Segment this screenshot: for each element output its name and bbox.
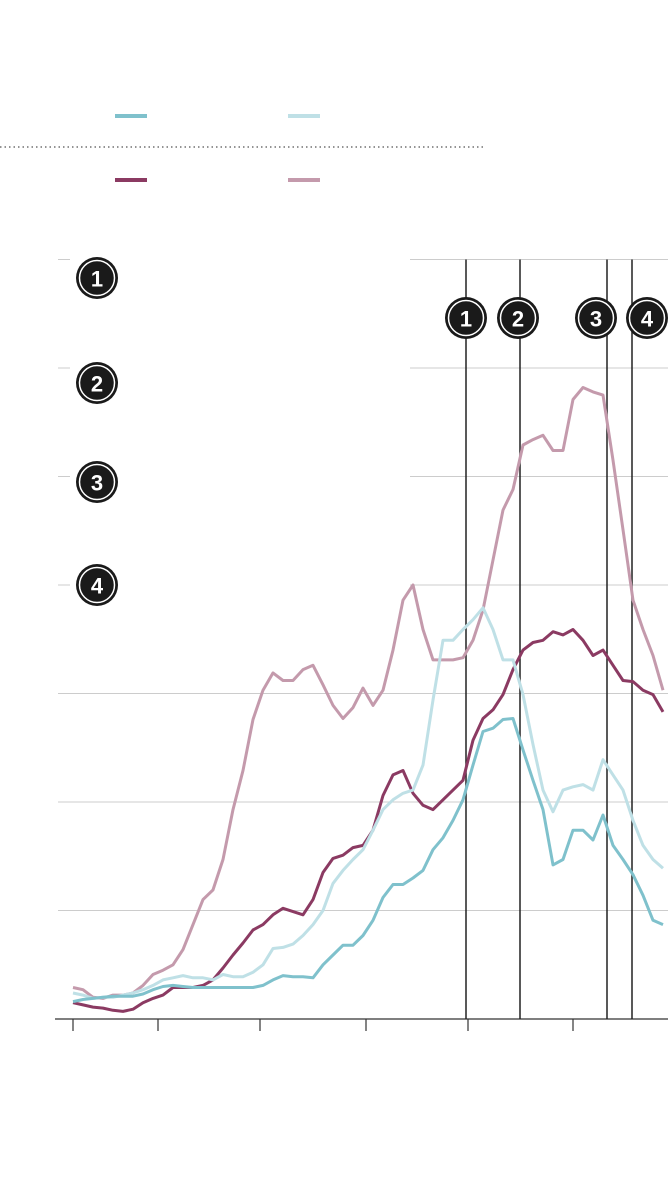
note-badge: 1 bbox=[76, 257, 118, 299]
badge-ring bbox=[628, 299, 666, 337]
series-line bbox=[72, 606, 664, 1000]
series-line bbox=[72, 386, 665, 1000]
badge-label: 1 bbox=[91, 267, 103, 292]
badge-label: 3 bbox=[590, 307, 602, 332]
note-badge: 4 bbox=[76, 564, 118, 606]
badge-circle bbox=[76, 564, 118, 606]
badge-ring bbox=[78, 566, 116, 604]
badge-circle bbox=[575, 297, 617, 339]
badge-label: 1 bbox=[460, 307, 472, 332]
series-line bbox=[72, 717, 664, 1004]
event-badge: 1 bbox=[445, 297, 487, 339]
note-badge: 2 bbox=[76, 362, 118, 404]
note-badge: 3 bbox=[76, 461, 118, 503]
badge-label: 4 bbox=[641, 307, 654, 332]
badge-ring bbox=[78, 259, 116, 297]
badge-label: 3 bbox=[91, 471, 103, 496]
badge-label: 2 bbox=[91, 372, 103, 397]
badge-circle bbox=[497, 297, 539, 339]
badge-circle bbox=[76, 461, 118, 503]
badge-ring bbox=[577, 299, 615, 337]
badge-circle bbox=[445, 297, 487, 339]
badge-label: 4 bbox=[91, 574, 104, 599]
badge-ring bbox=[78, 364, 116, 402]
event-badge: 2 bbox=[497, 297, 539, 339]
badge-circle bbox=[76, 257, 118, 299]
badge-ring bbox=[78, 463, 116, 501]
series-line bbox=[72, 628, 665, 1013]
event-badge: 4 bbox=[626, 297, 668, 339]
badge-label: 2 bbox=[512, 307, 524, 332]
badge-ring bbox=[447, 299, 485, 337]
badge-circle bbox=[626, 297, 668, 339]
badge-circle bbox=[76, 362, 118, 404]
badge-ring bbox=[499, 299, 537, 337]
event-badge: 3 bbox=[575, 297, 617, 339]
